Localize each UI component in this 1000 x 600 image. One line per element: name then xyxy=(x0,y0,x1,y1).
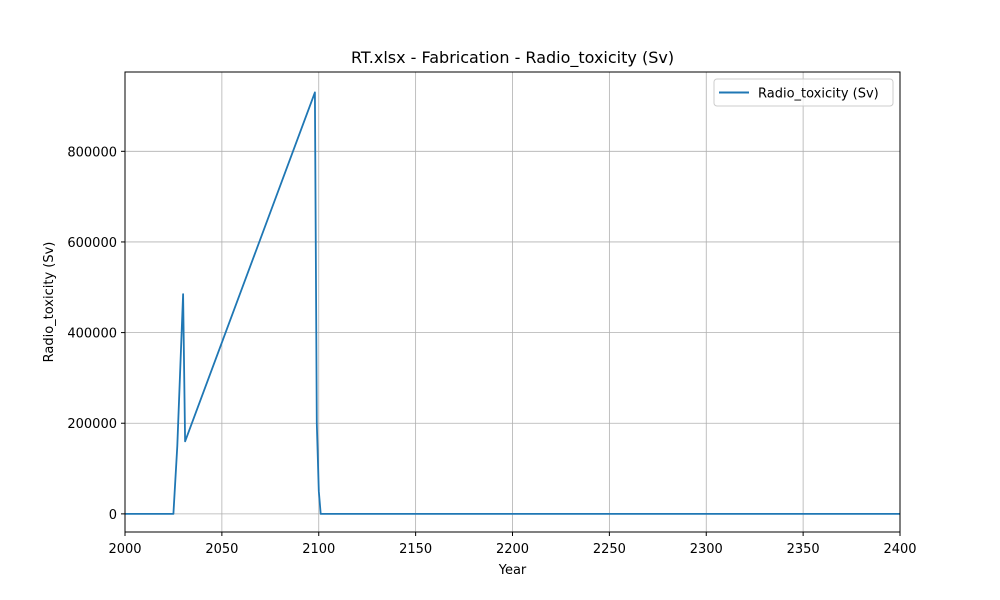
x-tick-label: 2200 xyxy=(496,542,529,557)
chart-title: RT.xlsx - Fabrication - Radio_toxicity (… xyxy=(351,48,674,68)
x-axis-ticks: 2000 2050 2100 2150 2200 2250 2300 2350 2400 xyxy=(108,532,917,557)
series-layer xyxy=(125,91,900,515)
legend-entry-label: Radio_toxicity (Sv) xyxy=(758,87,879,102)
y-axis-ticks: 0 200000 400000 600000 800000 xyxy=(67,145,125,523)
x-tick-label: 2100 xyxy=(302,542,335,557)
legend-box xyxy=(713,78,894,107)
x-tick-label: 2150 xyxy=(399,542,432,557)
series-line xyxy=(125,91,900,515)
x-axis-label: Year xyxy=(498,563,527,578)
y-tick-label: 200000 xyxy=(67,417,117,432)
y-axis-label: Radio_toxicity (Sv) xyxy=(42,242,57,363)
legend: Radio_toxicity (Sv) xyxy=(713,78,894,107)
x-tick-label: 2350 xyxy=(787,542,820,557)
y-tick-label: 800000 xyxy=(67,145,117,160)
x-tick-label: 2400 xyxy=(883,542,916,557)
x-tick-label: 2000 xyxy=(108,542,141,557)
x-tick-label: 2050 xyxy=(205,542,238,557)
y-tick-label: 0 xyxy=(109,508,117,523)
y-tick-label: 600000 xyxy=(67,236,117,251)
x-tick-label: 2300 xyxy=(690,542,723,557)
y-tick-label: 400000 xyxy=(67,327,117,342)
x-tick-label: 2250 xyxy=(593,542,626,557)
